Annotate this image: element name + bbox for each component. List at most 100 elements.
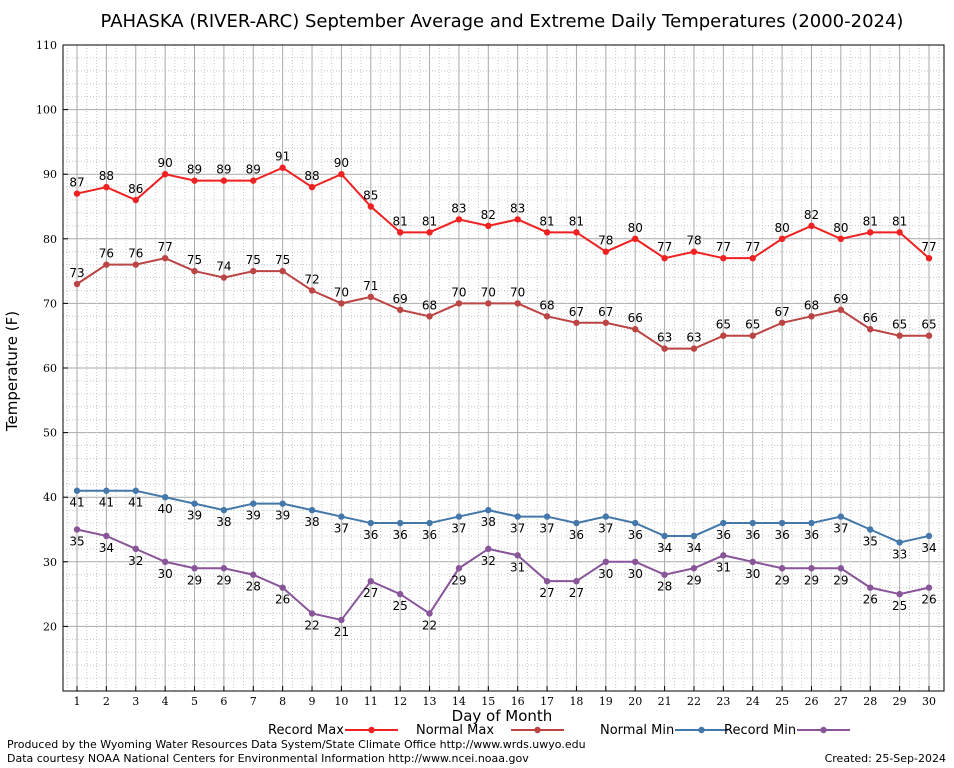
y-tick-label: 50 xyxy=(43,427,57,440)
x-tick-label: 11 xyxy=(364,695,378,708)
data-point xyxy=(191,565,198,572)
data-point xyxy=(837,565,845,572)
x-tick-label: 14 xyxy=(452,695,466,708)
data-label: 27 xyxy=(363,586,378,600)
x-tick-label: 16 xyxy=(511,695,525,708)
data-point xyxy=(367,203,374,210)
data-point xyxy=(250,177,257,184)
data-point xyxy=(103,532,110,540)
data-point xyxy=(573,319,580,326)
data-label: 77 xyxy=(921,240,936,254)
data-point xyxy=(867,326,874,333)
data-label: 70 xyxy=(481,285,496,299)
data-point xyxy=(896,590,903,598)
data-label: 21 xyxy=(334,625,349,639)
series-record-min: 35 34 32 30 29 29 28 26 22 21 27 25 22 29 32 31 27 27 30 30… xyxy=(69,526,937,639)
data-point xyxy=(485,545,492,553)
data-point xyxy=(632,519,639,527)
legend-marker xyxy=(368,726,375,734)
data-label: 22 xyxy=(304,618,319,632)
data-point xyxy=(220,274,228,281)
data-point xyxy=(720,254,727,262)
data-label: 37 xyxy=(833,522,848,536)
data-point xyxy=(690,532,698,540)
data-point xyxy=(808,565,815,572)
data-point xyxy=(396,590,404,598)
data-point xyxy=(308,610,316,617)
data-label: 35 xyxy=(69,535,84,549)
data-label: 37 xyxy=(451,522,466,536)
data-label: 81 xyxy=(863,214,878,228)
data-label: 29 xyxy=(451,573,466,587)
chart-title: PAHASKA (RIVER-ARC) September Average an… xyxy=(101,11,904,32)
x-tick-label: 6 xyxy=(220,695,227,708)
data-point xyxy=(808,313,815,320)
data-label: 34 xyxy=(99,541,114,555)
data-point xyxy=(661,532,668,540)
data-point xyxy=(161,171,169,178)
series-line xyxy=(76,166,930,260)
data-label: 39 xyxy=(275,509,290,523)
data-point xyxy=(661,254,668,262)
y-tick-label: 30 xyxy=(43,556,57,569)
data-label: 75 xyxy=(275,253,290,267)
x-tick-label: 9 xyxy=(309,695,316,708)
x-tick-label: 4 xyxy=(162,695,169,708)
data-label: 90 xyxy=(334,156,349,170)
series-line xyxy=(77,489,930,544)
data-label: 89 xyxy=(216,163,231,177)
data-label: 81 xyxy=(569,214,584,228)
data-point xyxy=(250,571,257,578)
data-label: 38 xyxy=(481,515,496,529)
data-point xyxy=(426,229,433,236)
y-tick-label: 40 xyxy=(43,491,57,504)
data-label: 29 xyxy=(187,573,202,587)
y-tick-label: 60 xyxy=(43,362,57,375)
data-label: 30 xyxy=(598,567,613,581)
data-point xyxy=(778,565,786,572)
footer-produced-by: Produced by the Wyoming Water Resources … xyxy=(7,738,586,751)
data-label: 65 xyxy=(892,318,907,332)
data-point xyxy=(103,261,110,268)
data-label: 70 xyxy=(510,285,525,299)
data-point xyxy=(602,558,610,565)
x-axis-title: Day of Month xyxy=(452,707,553,725)
data-label: 29 xyxy=(216,573,231,587)
data-label: 41 xyxy=(69,496,84,510)
data-point xyxy=(338,300,345,307)
data-label: 90 xyxy=(157,156,172,170)
data-label: 38 xyxy=(304,515,319,529)
data-point xyxy=(925,584,933,591)
data-label: 68 xyxy=(804,298,819,312)
data-point xyxy=(367,577,374,585)
data-point xyxy=(867,526,874,533)
data-point xyxy=(778,519,786,527)
data-label: 77 xyxy=(716,240,731,254)
x-tick-label: 19 xyxy=(599,695,613,708)
series-line xyxy=(76,257,929,350)
series: 87 88 86 90 89 89 89 91 88 90 85 81 81 83 82 83 81 81 78 80… xyxy=(69,150,936,639)
data-point xyxy=(279,584,286,591)
x-tick-label: 13 xyxy=(423,695,437,708)
series-record-max: 87 88 86 90 89 89 89 91 88 90 85 81 81 83 82 83 81 81 78 80… xyxy=(69,150,937,262)
x-tick-label: 21 xyxy=(658,695,672,708)
data-point xyxy=(543,577,551,585)
data-label: 63 xyxy=(686,331,701,345)
data-point xyxy=(220,565,228,572)
y-tick-label: 80 xyxy=(43,233,57,246)
data-label: 75 xyxy=(187,253,202,267)
data-point xyxy=(896,229,903,236)
data-point xyxy=(749,558,756,565)
data-point xyxy=(103,487,110,494)
data-label: 28 xyxy=(246,580,261,594)
data-label: 34 xyxy=(657,541,672,555)
x-tick-label: 20 xyxy=(628,695,642,708)
data-point xyxy=(220,177,228,184)
data-point xyxy=(73,190,81,197)
data-point xyxy=(720,332,727,339)
x-tick-label: 28 xyxy=(863,695,877,708)
data-point xyxy=(161,558,169,565)
data-label: 31 xyxy=(716,560,731,574)
